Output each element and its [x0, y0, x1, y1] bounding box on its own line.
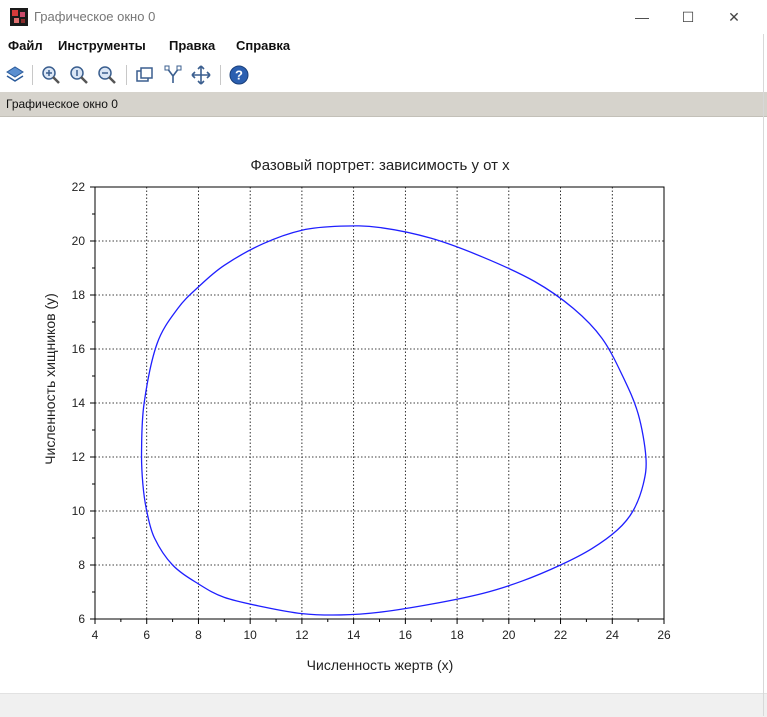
zoom-reset-icon [70, 66, 88, 84]
x-tick-label: 16 [399, 628, 413, 642]
toolbar-separator [220, 65, 221, 85]
x-tick-label: 20 [502, 628, 516, 642]
x-tick-label: 24 [606, 628, 620, 642]
help-icon: ? [229, 65, 249, 85]
x-tick-label: 18 [450, 628, 464, 642]
y-tick-label: 8 [78, 558, 85, 572]
app-icon [10, 8, 28, 26]
y-tick-label: 20 [72, 234, 86, 248]
toolbar: ? [0, 58, 767, 92]
title-bar[interactable]: Графическое окно 0 — ☐ ✕ [0, 0, 767, 34]
menu-file[interactable]: Файл [8, 38, 43, 53]
x-axis-label: Численность жертв (х) [307, 657, 454, 673]
chart-title: Фазовый портрет: зависимость у от х [250, 157, 510, 174]
svg-text:?: ? [235, 68, 243, 83]
x-tick-label: 26 [657, 628, 671, 642]
minimize-icon: — [635, 9, 649, 25]
status-bar [0, 693, 767, 717]
toolbar-separator [126, 65, 127, 85]
close-button[interactable]: ✕ [711, 0, 757, 34]
y-tick-label: 22 [72, 180, 86, 194]
menu-help[interactable]: Справка [236, 38, 291, 53]
zoom-in-icon [42, 66, 60, 84]
zoom-out-icon [98, 66, 116, 84]
window-title: Графическое окно 0 [34, 9, 156, 24]
help-button[interactable]: ? [228, 64, 250, 86]
phase-curve [140, 225, 647, 616]
axis-ticks [90, 186, 665, 624]
y-tick-label: 14 [72, 396, 86, 410]
edit-axes-button[interactable] [162, 64, 184, 86]
menu-bar: Файл Инструменты Правка Справка [0, 34, 767, 58]
x-tick-label: 8 [195, 628, 202, 642]
maximize-button[interactable]: ☐ [665, 0, 711, 34]
menu-edit[interactable]: Правка [169, 38, 216, 53]
datatip-button[interactable] [4, 64, 26, 86]
edit-axes-icon [164, 65, 182, 83]
close-icon: ✕ [728, 8, 740, 25]
window-right-border [763, 34, 764, 716]
datatip-icon [6, 66, 24, 82]
figure-info-bar: Графическое окно 0 [0, 92, 767, 117]
y-tick-label: 18 [72, 288, 86, 302]
zoom-out-button[interactable] [96, 64, 118, 86]
menu-tools[interactable]: Инструменты [58, 38, 146, 53]
y-tick-label: 12 [72, 450, 86, 464]
zoom-in-button[interactable] [40, 64, 62, 86]
minimize-button[interactable]: — [619, 0, 665, 34]
pan-button[interactable] [190, 64, 212, 86]
figure-info-text: Графическое окно 0 [6, 97, 118, 111]
x-tick-label: 12 [295, 628, 309, 642]
rotate-button[interactable] [134, 64, 156, 86]
x-tick-label: 14 [347, 628, 361, 642]
rotate-icon [136, 67, 153, 82]
y-axis-label: Численность хищников (у) [42, 293, 58, 465]
x-tick-label: 6 [143, 628, 150, 642]
maximize-icon: ☐ [681, 8, 695, 25]
y-tick-label: 10 [72, 504, 86, 518]
x-tick-label: 22 [554, 628, 568, 642]
y-tick-label: 16 [72, 342, 86, 356]
grid-lines [95, 187, 664, 619]
toolbar-separator [32, 65, 33, 85]
pan-icon [191, 65, 211, 85]
zoom-reset-button[interactable] [68, 64, 90, 86]
x-tick-label: 4 [92, 628, 99, 642]
x-tick-label: 10 [244, 628, 258, 642]
y-tick-label: 6 [78, 612, 85, 626]
